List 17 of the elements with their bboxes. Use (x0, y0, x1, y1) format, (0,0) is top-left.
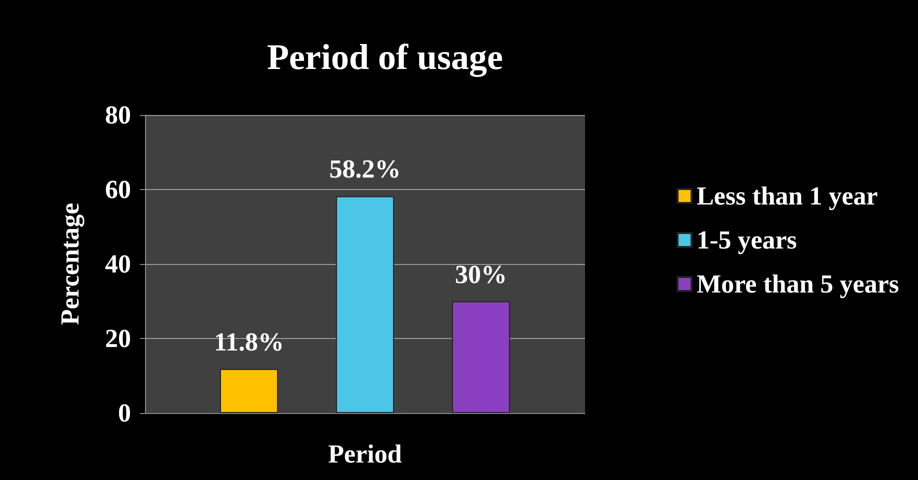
data-label: 58.2% (329, 154, 401, 184)
chart-title: Period of usage (267, 37, 504, 77)
y-tick-label: 60 (105, 175, 131, 204)
legend-label: Less than 1 year (696, 182, 878, 210)
legend-label: 1-5 years (696, 226, 797, 254)
bar (452, 301, 510, 413)
x-axis-title: Period (328, 440, 402, 468)
y-tick-label: 40 (105, 250, 131, 278)
y-tick-label: 0 (118, 398, 131, 428)
bar (336, 196, 394, 413)
legend-label: More than 5 years (696, 270, 900, 298)
y-axis-title: Percentage (56, 202, 84, 326)
bar (220, 369, 278, 413)
data-label: 30% (455, 260, 507, 289)
y-tick-label: 20 (105, 324, 131, 353)
data-label: 11.8% (214, 328, 284, 357)
y-tick-label: 80 (105, 100, 131, 130)
